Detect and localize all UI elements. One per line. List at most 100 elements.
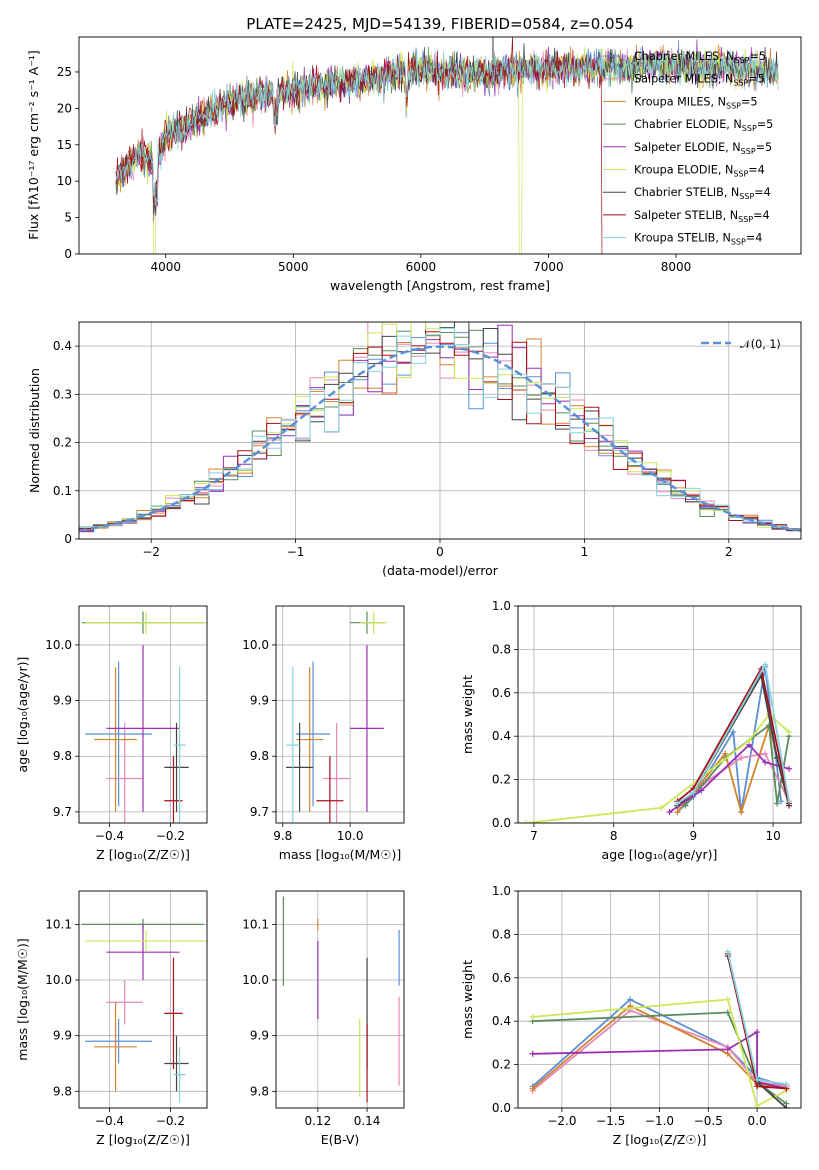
x-tick-label: 1: [581, 545, 589, 559]
y-tick-label: 15: [57, 138, 72, 152]
axes-frame: [78, 321, 802, 540]
x-tick-label: −1: [287, 545, 305, 559]
histogram-series: [79, 331, 801, 530]
x-axis-label: Z [log₁₀(Z/Z☉)]: [96, 847, 190, 862]
data-point: [94, 1002, 137, 1092]
data-marker: [724, 1009, 731, 1016]
data-point: [173, 667, 186, 823]
legend-entry: Salpeter MILES, NSSP=5: [634, 73, 765, 88]
data-marker: [682, 802, 689, 809]
y-tick-label: 9.7: [250, 805, 269, 819]
legend-entry: Chabrier STELIB, NSSP=4: [634, 186, 771, 201]
legend-entry: Salpeter STELIB, NSSP=4: [634, 209, 770, 224]
data-point: [164, 722, 189, 812]
histogram-series: [79, 327, 801, 530]
plot-area: [82, 611, 207, 823]
data-marker: [698, 787, 705, 794]
axes-frame: [78, 890, 208, 1109]
data-marker: [724, 996, 731, 1003]
ticks: 4000 5000 6000 7000 8000 0 5 10 15 20 25: [57, 65, 692, 274]
x-tick-label: 8000: [661, 260, 692, 274]
mass-weight-series: [676, 661, 790, 805]
data-marker: [529, 1085, 536, 1092]
y-tick-label: 10.1: [45, 917, 72, 931]
data-point: [360, 611, 388, 634]
spectrum-series: [115, 37, 603, 254]
legend: Chabrier MILES, NSSP=5 Salpeter MILES, NS…: [603, 50, 773, 247]
x-tick-label: −1.0: [645, 1114, 674, 1128]
y-tick-label: 9.7: [53, 805, 72, 819]
y-tick-label: 9.9: [250, 1029, 269, 1043]
x-tick-label: −2.0: [547, 1114, 576, 1128]
y-tick-label: 0.1: [53, 484, 72, 498]
mass-weight-series: [525, 713, 790, 823]
data-marker: [762, 759, 769, 766]
y-tick-label: 0.6: [492, 686, 511, 700]
data-point: [173, 1046, 186, 1103]
data-point: [85, 929, 207, 953]
x-tick-label: 8: [610, 829, 618, 843]
x-tick-label: 6000: [406, 260, 437, 274]
chart-panel-7: −2.0 −1.5 −1.0 −0.5 0.0 0.0 0.2 0.4 0.6 0.8 1.0 Z […: [460, 884, 802, 1147]
y-tick-label: 0.2: [492, 1058, 511, 1072]
legend-entry: 𝒩(0, 1): [740, 338, 781, 351]
y-tick-label: 10.0: [242, 973, 269, 987]
y-tick-label: 0.6: [492, 971, 511, 985]
data-point: [85, 661, 153, 807]
chart-panel-2: −0.4 −0.2 9.7 9.8 9.9 10.0 Z [log₁₀(Z/Z☉)] age …: [15, 605, 208, 862]
data-marker: [730, 728, 737, 735]
data-marker: [783, 1105, 790, 1108]
y-axis-label: age [log₁₀(age/yr)]: [15, 657, 30, 773]
data-marker: [786, 765, 793, 772]
axes-frame: [275, 605, 405, 824]
plot-area: [282, 896, 400, 1103]
axes-frame: [517, 605, 802, 824]
ticks: −2 −1 0 1 2 0 0.1 0.2 0.3 0.4: [53, 339, 733, 559]
legend-entry: Chabrier ELODIE, NSSP=5: [634, 118, 773, 133]
data-marker: [746, 737, 753, 744]
y-tick-label: 10.1: [242, 917, 269, 931]
legend-entry: Kroupa ELODIE, NSSP=4: [634, 164, 765, 179]
data-marker: [754, 1076, 761, 1083]
x-tick-label: 4000: [150, 260, 181, 274]
x-tick-label: −0.4: [95, 829, 124, 843]
y-tick-label: 0.4: [53, 339, 72, 353]
ticks: 7 8 9 10 0.0 0.2 0.4 0.6 0.8 1.0: [492, 599, 781, 843]
y-tick-label: 9.8: [250, 1084, 269, 1098]
y-tick-label: 25: [57, 65, 72, 79]
y-tick-label: 0.3: [53, 387, 72, 401]
x-axis-label: Z [log₁₀(Z/Z☉)]: [96, 1132, 190, 1147]
x-tick-label: −0.5: [694, 1114, 723, 1128]
x-axis-label: Z [log₁₀(Z/Z☉)]: [613, 1132, 707, 1147]
data-marker: [674, 800, 681, 807]
plot-area: [79, 322, 801, 533]
plot-area: [115, 37, 779, 254]
x-tick-label: 10: [765, 829, 780, 843]
x-axis-label: wavelength [Angstrom, rest frame]: [330, 278, 550, 293]
data-point: [85, 611, 207, 634]
y-tick-label: 0.2: [492, 773, 511, 787]
data-point: [286, 722, 314, 812]
y-axis-label: mass weight: [460, 960, 475, 1039]
data-point: [85, 1018, 153, 1064]
data-point: [94, 667, 137, 812]
y-tick-label: 10: [57, 174, 72, 188]
y-tick-label: 10.0: [45, 638, 72, 652]
x-tick-label: −0.2: [156, 829, 185, 843]
data-marker: [738, 754, 745, 761]
y-axis-label: Flux [fλ10⁻¹⁷ erg cm⁻² s⁻¹ A⁻¹]: [26, 50, 41, 239]
data-point: [164, 1035, 189, 1092]
axes-frame: [517, 890, 802, 1109]
y-tick-label: 0.0: [492, 1101, 511, 1115]
y-tick-label: 9.9: [250, 694, 269, 708]
y-tick-label: 5: [64, 211, 72, 225]
gaussian-curve: [79, 345, 799, 532]
y-tick-label: 0.8: [492, 927, 511, 941]
y-tick-label: 10.0: [45, 973, 72, 987]
chart-panel-6: 0.12 0.14 9.8 9.9 10.0 10.1 E(B-V): [242, 890, 405, 1147]
ticks: 9.8 10.0 9.7 9.8 9.9 10.0: [242, 638, 363, 843]
x-tick-label: 0.0: [748, 1114, 767, 1128]
x-axis-label: E(B-V): [321, 1132, 360, 1147]
data-marker: [690, 789, 697, 796]
x-tick-label: 9: [690, 829, 698, 843]
